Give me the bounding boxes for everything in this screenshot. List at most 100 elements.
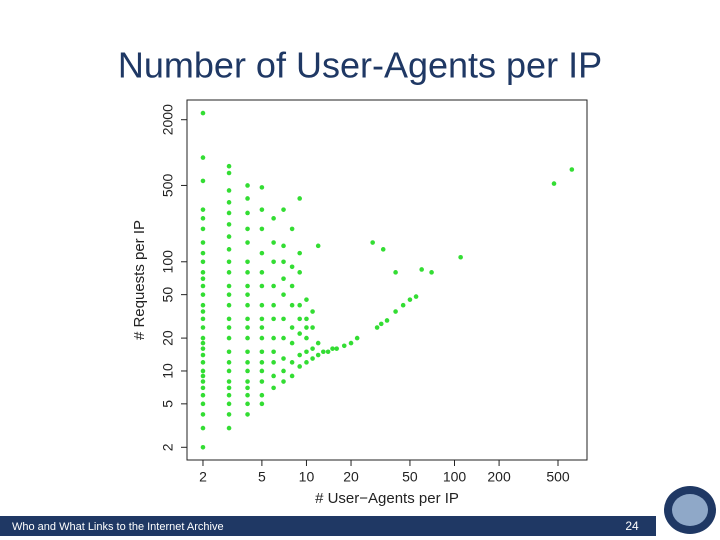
point (458, 254, 463, 260)
point (334, 346, 339, 351)
point (226, 170, 232, 176)
point (226, 316, 232, 322)
point (341, 343, 347, 349)
point (245, 385, 250, 391)
point (271, 259, 276, 265)
point (245, 368, 250, 374)
point (378, 321, 384, 327)
point (304, 349, 309, 355)
point (315, 340, 321, 346)
point (380, 247, 386, 252)
x-tick-label: 500 (546, 469, 570, 485)
point (259, 360, 265, 365)
point (200, 340, 206, 346)
point (271, 240, 276, 245)
point (226, 247, 232, 252)
point (271, 349, 276, 355)
point (354, 335, 360, 341)
point (200, 276, 206, 281)
y-tick-label: 2 (160, 443, 176, 451)
point (226, 292, 232, 297)
point (200, 444, 206, 450)
point (245, 335, 250, 341)
point (245, 240, 250, 245)
point (400, 302, 406, 308)
point (325, 349, 331, 355)
point (259, 250, 265, 256)
point (281, 292, 286, 297)
point (200, 178, 206, 184)
point (200, 373, 206, 379)
y-tick-label: 100 (160, 250, 176, 274)
point (348, 340, 354, 346)
point (259, 316, 265, 322)
y-tick-label: 500 (160, 174, 176, 198)
point (304, 335, 309, 341)
point (310, 309, 315, 314)
point (384, 318, 390, 323)
point (281, 316, 286, 322)
point (259, 401, 265, 407)
point (200, 368, 206, 374)
point (281, 368, 286, 374)
point (226, 283, 232, 289)
point (271, 373, 276, 379)
point (289, 226, 295, 232)
point (200, 250, 206, 256)
point (226, 188, 232, 193)
point (330, 346, 335, 351)
footer-bar (0, 516, 656, 536)
point (245, 302, 250, 308)
slide-title: Number of User-Agents per IP (118, 45, 602, 86)
point (297, 331, 302, 336)
point (315, 352, 321, 358)
point (271, 302, 276, 308)
point (245, 226, 250, 232)
point (226, 392, 232, 398)
point (245, 349, 250, 355)
x-tick-label: 20 (343, 469, 359, 485)
point (271, 216, 276, 221)
logo-inner (672, 494, 708, 526)
point (297, 352, 302, 358)
point (200, 110, 206, 116)
point (259, 185, 265, 190)
point (281, 259, 286, 265)
point (200, 292, 206, 297)
point (200, 309, 206, 314)
point (259, 226, 265, 232)
point (289, 340, 295, 346)
point (226, 302, 232, 308)
point (310, 346, 315, 351)
point (374, 325, 380, 330)
point (289, 283, 295, 289)
point (259, 379, 265, 384)
point (226, 360, 232, 365)
point (200, 412, 206, 417)
point (245, 316, 250, 322)
point (259, 368, 265, 374)
y-tick-label: 50 (160, 287, 176, 303)
point (226, 270, 232, 275)
page-number: 24 (625, 519, 639, 533)
point (245, 292, 250, 297)
point (419, 267, 424, 272)
point (289, 360, 295, 365)
point (393, 309, 398, 314)
point (289, 325, 295, 330)
point (200, 240, 206, 245)
point (271, 385, 276, 391)
point (304, 360, 309, 365)
point (226, 325, 232, 330)
point (259, 349, 265, 355)
point (226, 368, 232, 374)
point (297, 316, 302, 322)
point (200, 259, 206, 265)
point (200, 360, 206, 365)
point (271, 360, 276, 365)
point (245, 210, 250, 216)
point (200, 207, 206, 212)
x-tick-label: 10 (299, 469, 315, 485)
point (281, 243, 286, 249)
point (259, 270, 265, 275)
